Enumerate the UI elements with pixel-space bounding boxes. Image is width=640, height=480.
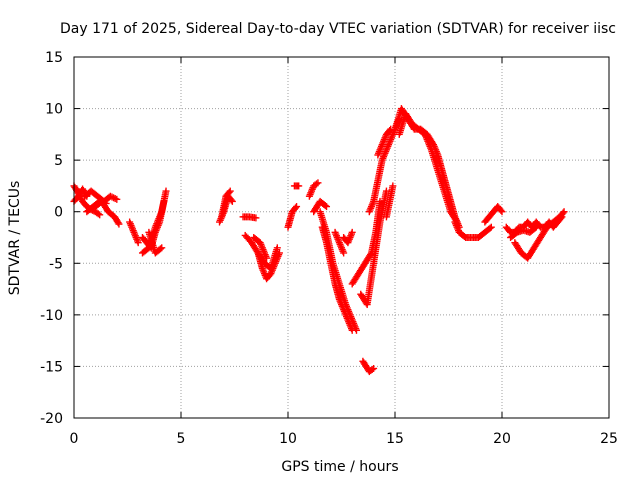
y-tick-label: 15: [45, 50, 63, 66]
y-tick-label: 0: [54, 205, 63, 221]
data-point: [156, 245, 164, 253]
data-point: [225, 188, 233, 196]
grid-lines: [74, 57, 609, 418]
data-point: [314, 179, 322, 187]
y-tick-label: -20: [40, 411, 63, 427]
data-point: [352, 326, 360, 334]
y-axis-label: SDTVAR / TECUs: [7, 181, 23, 296]
data-point: [134, 239, 142, 247]
data-point: [531, 224, 539, 232]
x-tick-label: 20: [493, 431, 511, 447]
data-point: [252, 214, 260, 222]
data-point: [96, 211, 104, 219]
y-tick-labels: -20 -15 -10 -5 0 5 10 15: [40, 50, 63, 427]
data-point: [313, 180, 321, 188]
data-point: [275, 249, 283, 257]
data-point: [293, 203, 301, 211]
data-point: [340, 249, 348, 257]
data-point: [497, 206, 505, 214]
data-point: [273, 244, 281, 252]
y-tick-label: -10: [40, 308, 63, 324]
data-point: [323, 203, 331, 211]
data-point: [158, 244, 166, 252]
data-point: [110, 194, 118, 202]
x-tick-label: 5: [177, 431, 186, 447]
x-axis-label: GPS time / hours: [281, 459, 398, 475]
plot-frame: [73, 56, 610, 419]
data-point: [263, 254, 271, 262]
data-point: [559, 209, 567, 217]
data-point: [532, 223, 540, 231]
data-point: [348, 228, 356, 236]
data-point: [102, 199, 110, 207]
x-tick-labels: 0 5 10 15 20 25: [70, 431, 618, 447]
y-tick-label: -5: [49, 256, 63, 272]
data-point: [370, 364, 378, 372]
data-point: [226, 187, 234, 195]
data-point: [368, 366, 376, 374]
data-point: [106, 192, 114, 200]
data-point: [487, 223, 495, 231]
data-point: [115, 220, 123, 228]
data-point: [114, 219, 122, 227]
data-point: [367, 250, 375, 258]
data-point: [321, 202, 329, 210]
x-tick-label: 10: [279, 431, 297, 447]
data-points: [70, 105, 568, 376]
data-point: [108, 193, 116, 201]
x-tick-label: 0: [70, 431, 79, 447]
data-point: [94, 210, 102, 218]
data-point: [113, 195, 121, 203]
data-point: [111, 195, 119, 203]
data-point: [486, 224, 494, 232]
data-point: [227, 196, 235, 204]
data-point: [498, 208, 506, 216]
data-point: [389, 182, 397, 190]
data-point: [560, 208, 568, 216]
y-tick-label: -15: [40, 359, 63, 375]
data-point: [228, 197, 236, 205]
data-point: [386, 126, 394, 134]
data-point: [162, 187, 170, 195]
y-tick-label: 10: [45, 102, 63, 118]
chart-title: Day 171 of 2025, Sidereal Day-to-day VTE…: [60, 21, 616, 37]
data-point: [291, 204, 299, 212]
x-tick-label: 25: [600, 431, 618, 447]
data-point: [295, 182, 303, 190]
x-tick-label: 15: [386, 431, 404, 447]
y-tick-label: 5: [54, 153, 63, 169]
